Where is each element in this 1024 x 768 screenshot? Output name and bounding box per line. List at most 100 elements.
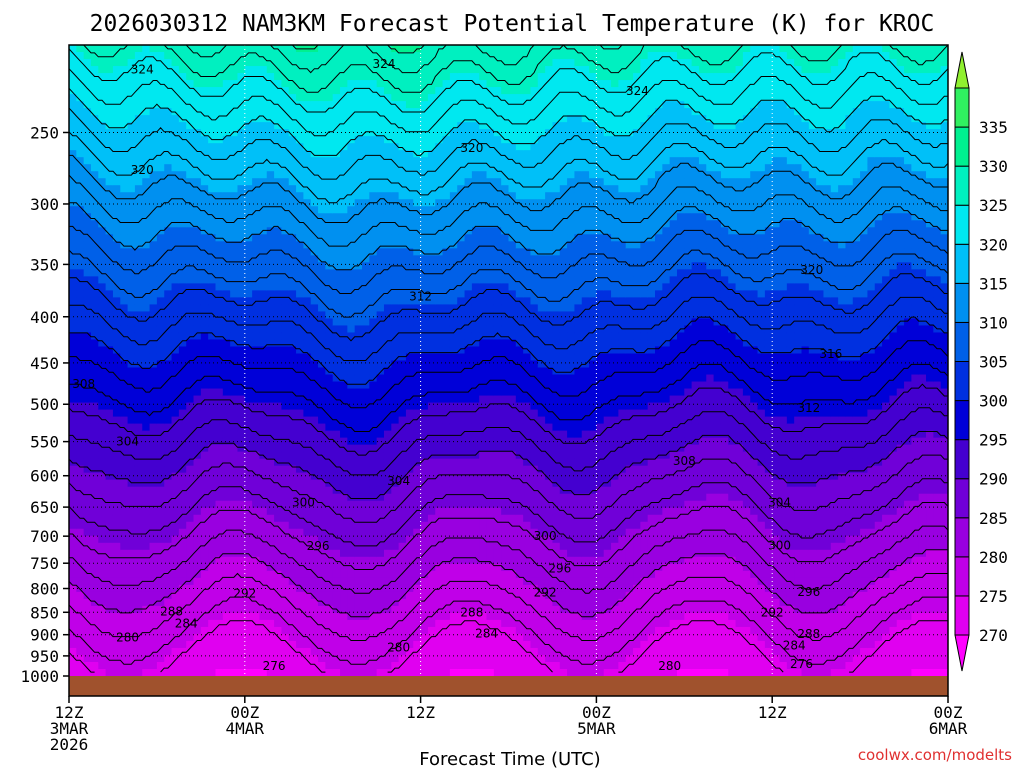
band-cell (398, 94, 407, 102)
band-cell (156, 220, 165, 228)
band-cell (83, 115, 92, 123)
band-cell (369, 556, 378, 565)
band-cell (193, 444, 202, 453)
band-cell (244, 241, 253, 249)
band-cell (222, 304, 231, 313)
band-cell (149, 402, 158, 411)
band-cell (340, 339, 348, 348)
band-cell (83, 381, 92, 390)
band-cell (208, 612, 217, 621)
band-cell (186, 626, 195, 635)
band-cell (288, 535, 297, 544)
band-cell (222, 360, 231, 369)
band-cell (354, 52, 363, 60)
band-cell (193, 367, 202, 376)
band-cell (76, 563, 85, 572)
band-cell (457, 150, 466, 158)
band-cell (405, 45, 414, 53)
band-cell (200, 381, 209, 390)
band-cell (230, 647, 239, 656)
band-cell (435, 598, 444, 607)
band-cell (413, 325, 422, 334)
band-cell (413, 493, 422, 502)
band-cell (362, 290, 370, 298)
band-cell (178, 626, 187, 635)
band-cell (105, 241, 114, 249)
band-cell (230, 367, 239, 376)
band-cell (193, 101, 202, 109)
band-cell (186, 241, 195, 249)
band-cell (171, 409, 180, 418)
band-cell (340, 353, 348, 362)
band-cell (200, 136, 209, 144)
band-cell (259, 206, 268, 214)
band-cell (383, 423, 392, 432)
band-cell (134, 381, 143, 390)
band-cell (112, 150, 121, 158)
band-cell (200, 304, 209, 313)
band-cell (325, 346, 334, 355)
band-cell (332, 94, 341, 102)
band-cell (178, 332, 187, 341)
band-cell (318, 164, 326, 172)
band-cell (83, 563, 92, 572)
band-cell (398, 346, 407, 355)
band-cell (369, 122, 378, 130)
band-cell (354, 66, 363, 74)
band-cell (83, 94, 92, 102)
band-cell (208, 591, 217, 600)
band-cell (237, 199, 246, 207)
band-cell (98, 192, 107, 200)
band-cell (252, 248, 261, 256)
band-cell (171, 129, 180, 137)
band-cell (200, 59, 209, 67)
band-cell (259, 52, 268, 60)
band-cell (296, 633, 304, 642)
band-cell (252, 290, 261, 298)
band-cell (383, 458, 392, 467)
band-cell (171, 668, 180, 676)
band-cell (310, 528, 319, 537)
band-cell (244, 570, 253, 579)
band-cell (383, 346, 392, 355)
band-cell (230, 101, 239, 109)
band-cell (266, 409, 275, 418)
band-cell (112, 59, 121, 67)
band-cell (120, 276, 129, 284)
band-cell (457, 381, 466, 390)
band-cell (383, 542, 392, 551)
band-cell (134, 73, 143, 81)
band-cell (274, 80, 283, 88)
band-cell (369, 633, 378, 642)
band-cell (252, 283, 261, 291)
band-cell (134, 227, 143, 235)
band-cell (347, 521, 356, 530)
band-cell (98, 528, 107, 537)
band-cell (142, 59, 151, 67)
band-cell (281, 115, 290, 123)
band-cell (413, 549, 422, 558)
band-cell (266, 521, 275, 530)
band-cell (325, 234, 334, 242)
band-cell (259, 619, 268, 628)
band-cell (69, 325, 77, 334)
band-cell (259, 500, 268, 509)
band-cell (134, 605, 143, 614)
band-cell (193, 472, 202, 481)
band-cell (244, 297, 253, 306)
band-cell (230, 535, 239, 544)
band-cell (362, 626, 370, 635)
band-cell (325, 171, 334, 179)
band-cell (376, 577, 385, 586)
band-cell (200, 465, 209, 474)
band-cell (266, 367, 275, 376)
band-cell (325, 444, 334, 453)
band-cell (332, 318, 341, 327)
band-cell (340, 192, 348, 200)
band-cell (347, 150, 356, 158)
band-cell (83, 73, 92, 81)
band-cell (398, 157, 407, 165)
band-cell (310, 339, 319, 348)
band-cell (310, 556, 319, 565)
band-cell (252, 465, 261, 474)
